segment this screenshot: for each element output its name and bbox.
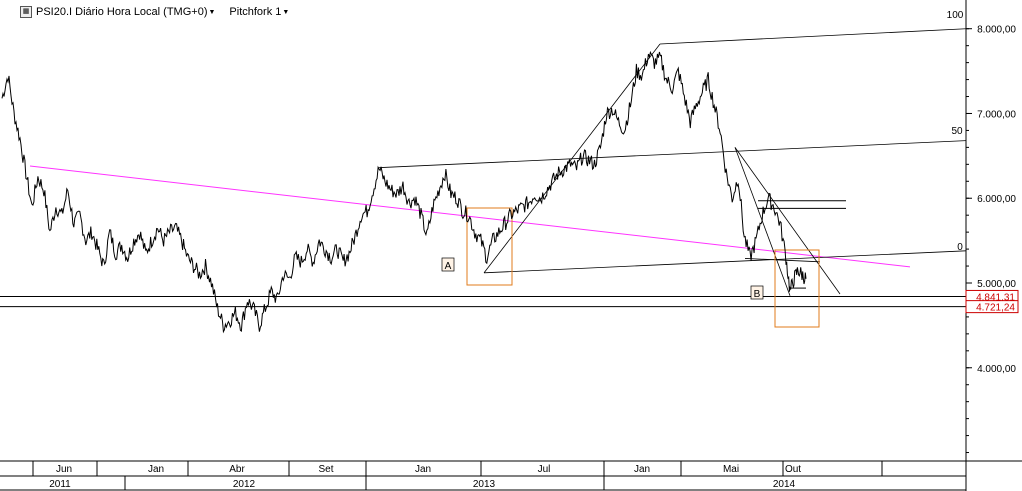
symbol-label[interactable]: PSI20.I Diário Hora Local (TMG+0) (36, 6, 208, 18)
fan-line[interactable] (744, 258, 821, 263)
pattern-box-b[interactable] (774, 249, 820, 328)
fan-line[interactable] (734, 147, 841, 295)
tool-label[interactable]: Pitchfork 1 (229, 6, 282, 18)
x-month-label: Jan (415, 464, 431, 475)
chart-header: ▦ PSI20.I Diário Hora Local (TMG+0) ▼ Pi… (0, 4, 303, 20)
y-tick-label: 4.000,00 (977, 364, 1016, 375)
pattern-label: A (445, 261, 452, 272)
x-year-label: 2012 (233, 479, 256, 490)
x-month-label: Set (318, 464, 333, 475)
price-series-line[interactable] (1, 50, 807, 334)
pitchfork-level-label: 100 (947, 10, 964, 21)
pitchfork-median-line[interactable] (377, 140, 967, 169)
chevron-down-icon[interactable]: ▼ (282, 8, 290, 16)
pitchfork-upper-line[interactable] (659, 28, 967, 45)
x-month-label: Out (785, 464, 801, 475)
pattern-box-a[interactable] (466, 207, 513, 286)
chevron-down-icon[interactable]: ▼ (208, 8, 216, 16)
y-tick-label: 7.000,00 (977, 109, 1016, 120)
pattern-label-box (750, 285, 764, 300)
x-year-label: 2011 (49, 479, 71, 490)
level-price-tag (965, 300, 1019, 314)
pitchfork-handle[interactable] (483, 43, 661, 274)
pattern-label-box (441, 257, 455, 272)
level-price-label: 4.841,31 (976, 292, 1015, 303)
x-month-label: Jan (148, 464, 164, 475)
pitchfork-level-label: 0 (957, 242, 963, 253)
pitchfork-level-label: 50 (951, 126, 963, 137)
x-month-label: Jan (634, 464, 650, 475)
pattern-label: B (754, 289, 761, 300)
pitchfork-lower-line[interactable] (483, 250, 967, 274)
x-year-label: 2013 (473, 479, 496, 490)
y-tick-label: 8.000,00 (977, 25, 1016, 36)
x-year-label: 2014 (773, 479, 796, 490)
x-month-label: Abr (229, 464, 245, 475)
x-month-label: Jun (56, 464, 72, 475)
x-month-label: Jul (538, 464, 551, 475)
x-month-label: Mai (723, 464, 739, 475)
y-tick-label: 5.000,00 (977, 279, 1016, 290)
y-tick-label: 6.000,00 (977, 194, 1016, 205)
chart-icon[interactable]: ▦ (20, 6, 32, 18)
level-price-label: 4.721,24 (976, 303, 1015, 314)
